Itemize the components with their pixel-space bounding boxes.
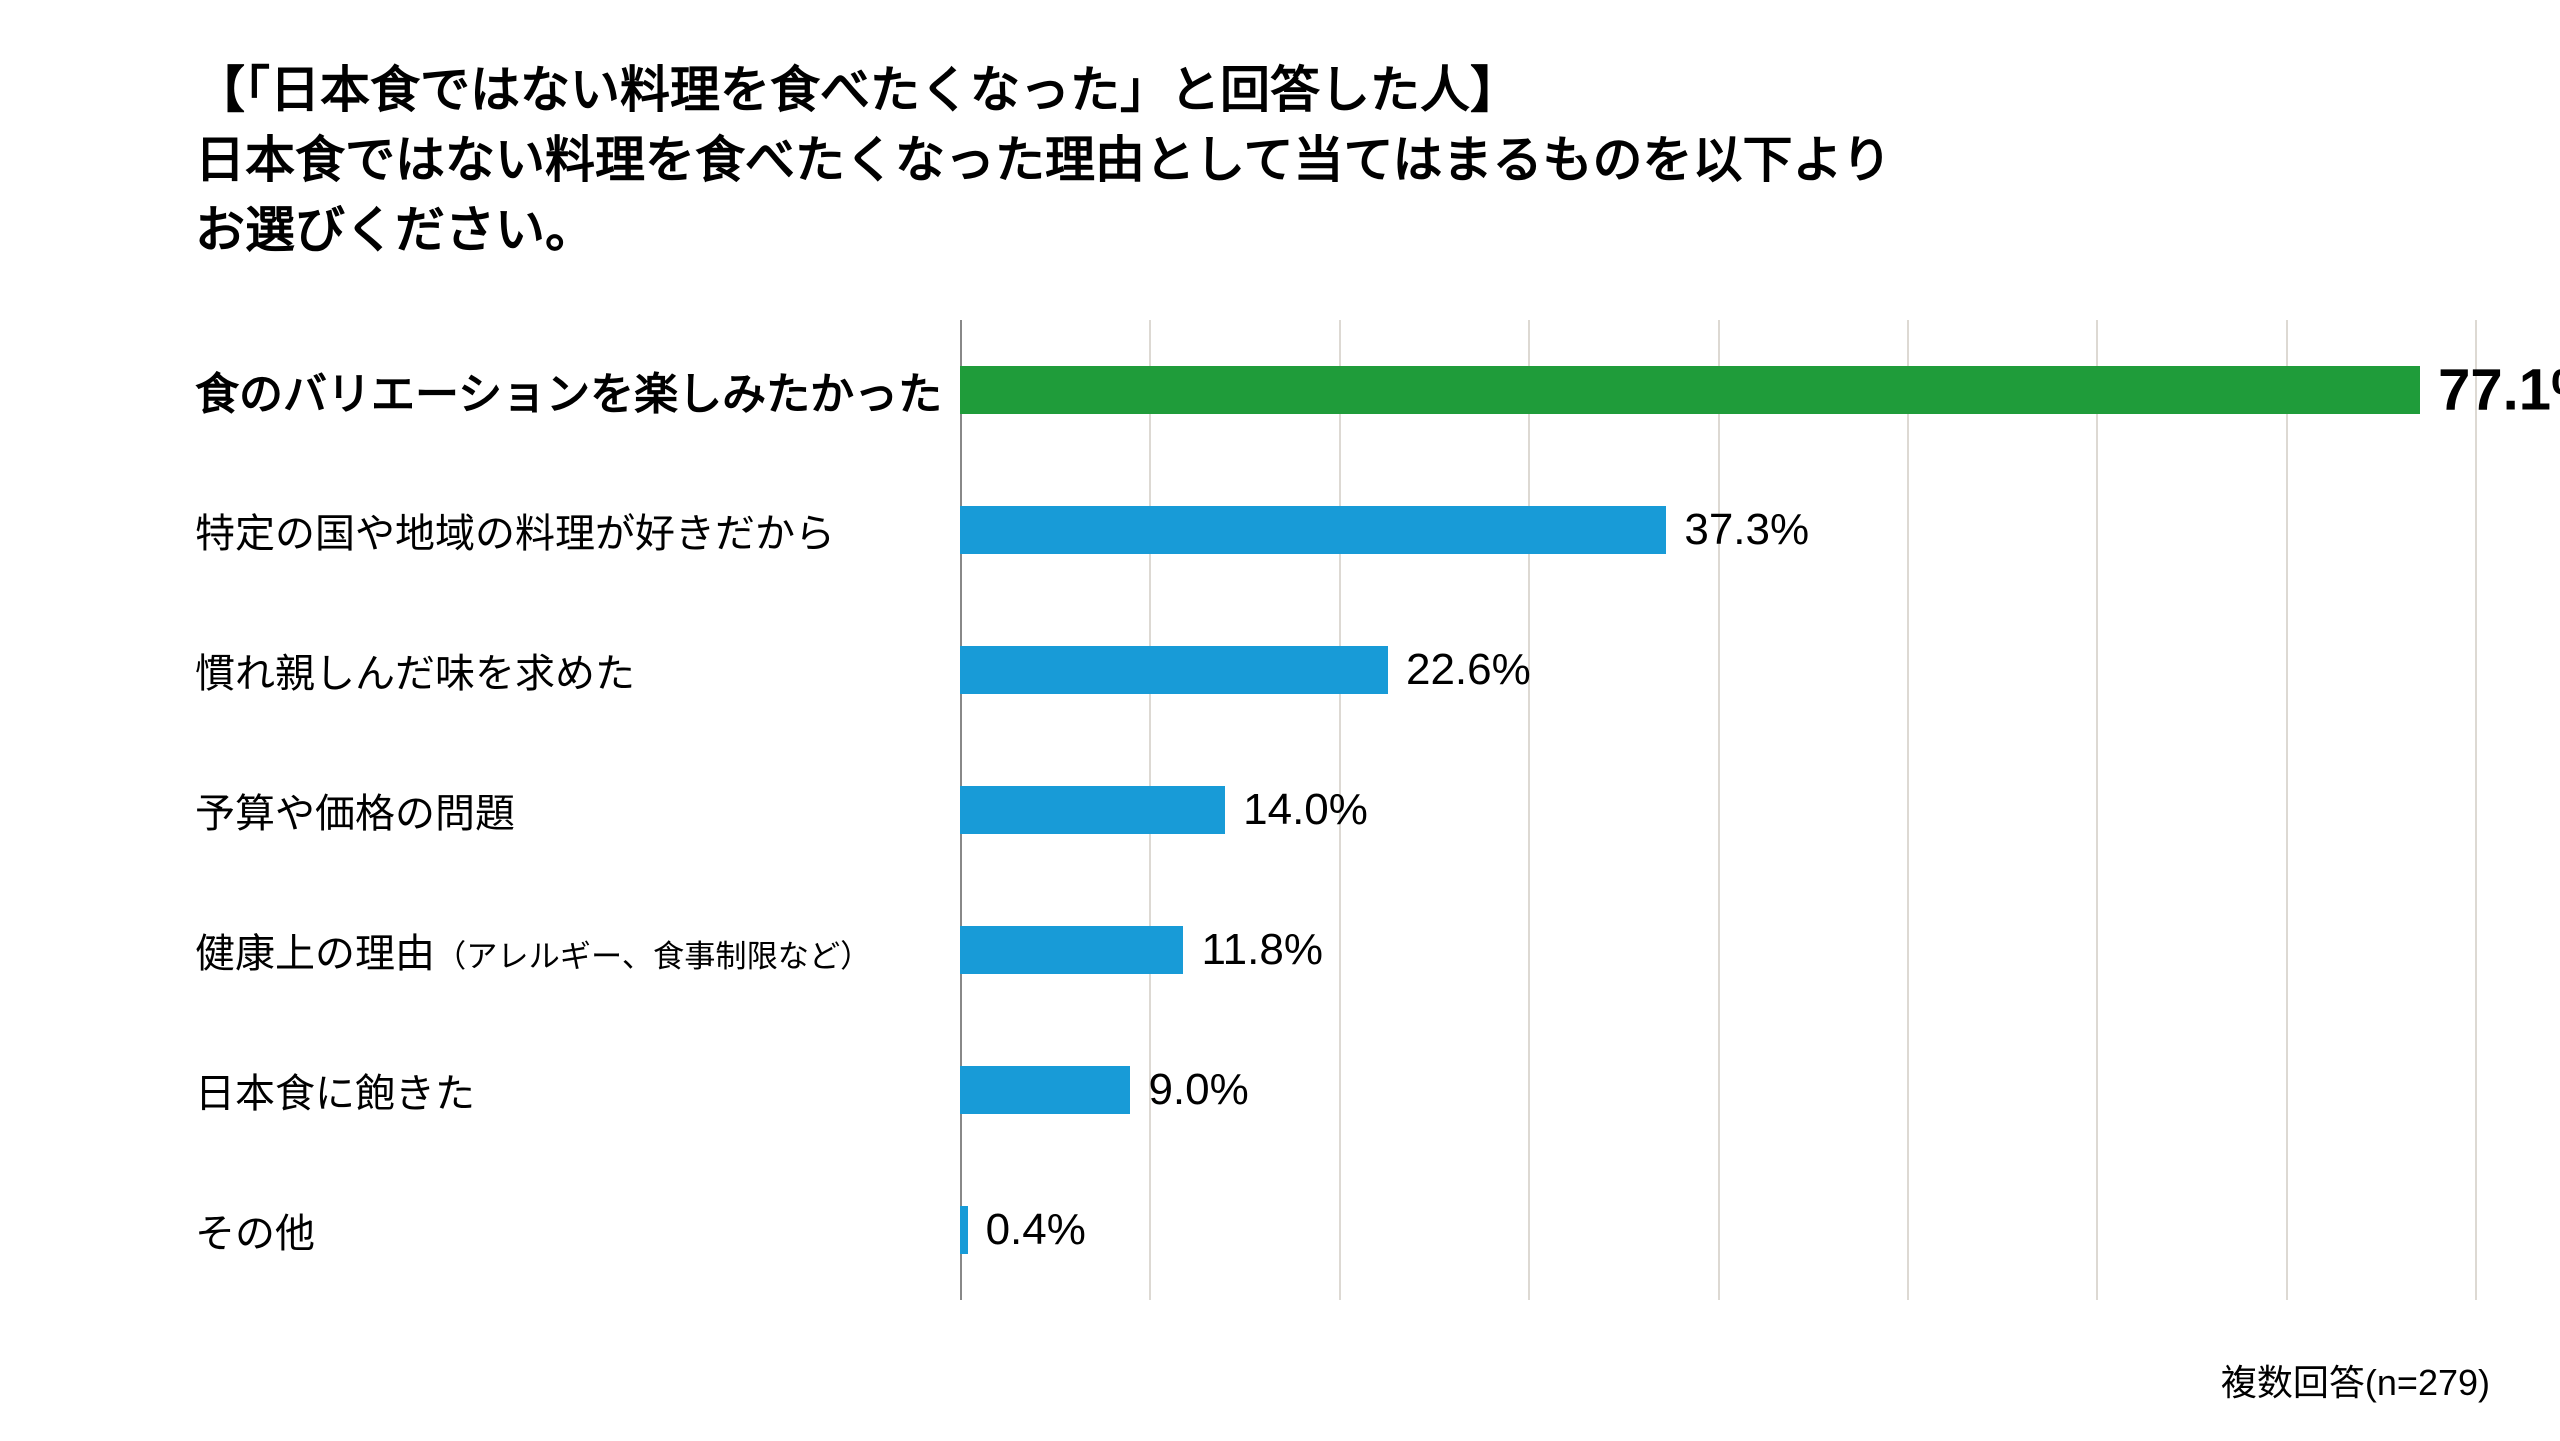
bar [960, 366, 2420, 414]
category-label: 日本食に飽きた [195, 1061, 960, 1119]
bar-cell: 22.6% [960, 600, 2475, 740]
chart-row: 健康上の理由（アレルギー、食事制限など） 11.8% [195, 880, 2495, 1020]
category-label: 食のバリエーションを楽しみたかった [195, 358, 960, 422]
bar-cell: 37.3% [960, 460, 2475, 600]
bar-cell: 11.8% [960, 880, 2475, 1020]
chart-title: 【「日本食ではない料理を食べたくなった」と回答した人】 日本食ではない料理を食べ… [195, 55, 2490, 265]
value-label: 14.0% [1243, 785, 1368, 835]
value-label: 9.0% [1148, 1065, 1248, 1115]
bar-cell: 14.0% [960, 740, 2475, 880]
bar-cell: 9.0% [960, 1020, 2475, 1160]
chart-row: 慣れ親しんだ味を求めた 22.6% [195, 600, 2495, 740]
chart-row: その他 0.4% [195, 1160, 2495, 1300]
bar [960, 646, 1388, 694]
value-label: 22.6% [1406, 645, 1531, 695]
value-label: 37.3% [1684, 505, 1809, 555]
bar [960, 506, 1666, 554]
bar [960, 926, 1183, 974]
bar-chart: 食のバリエーションを楽しみたかった77.1%特定の国や地域の料理が好きだから37… [195, 320, 2495, 1300]
chart-footnote: 複数回答(n=279) [2221, 1354, 2490, 1406]
chart-row: 食のバリエーションを楽しみたかった77.1% [195, 320, 2495, 460]
chart-rows: 食のバリエーションを楽しみたかった77.1%特定の国や地域の料理が好きだから37… [195, 320, 2495, 1300]
value-label: 77.1% [2438, 357, 2560, 424]
chart-row: 予算や価格の問題 14.0% [195, 740, 2495, 880]
category-label: 健康上の理由（アレルギー、食事制限など） [195, 921, 960, 979]
page-root: 【「日本食ではない料理を食べたくなった」と回答した人】 日本食ではない料理を食べ… [0, 0, 2560, 1441]
title-line-3: お選びください。 [195, 195, 2490, 265]
chart-row: 日本食に飽きた 9.0% [195, 1020, 2495, 1160]
bar [960, 1066, 1130, 1114]
title-line-2: 日本食ではない料理を食べたくなった理由として当てはまるものを以下より [195, 125, 2490, 195]
category-label: 予算や価格の問題 [195, 781, 960, 839]
category-label: 特定の国や地域の料理が好きだから [195, 501, 960, 559]
chart-row: 特定の国や地域の料理が好きだから 37.3% [195, 460, 2495, 600]
value-label: 11.8% [1201, 925, 1323, 975]
bar-cell: 0.4% [960, 1160, 2475, 1300]
bar [960, 1206, 968, 1254]
bar-cell: 77.1% [960, 320, 2475, 460]
category-label: 慣れ親しんだ味を求めた [195, 641, 960, 699]
bar [960, 786, 1225, 834]
category-label: その他 [195, 1201, 960, 1259]
value-label: 0.4% [986, 1205, 1086, 1255]
title-line-1: 【「日本食ではない料理を食べたくなった」と回答した人】 [195, 55, 2490, 125]
